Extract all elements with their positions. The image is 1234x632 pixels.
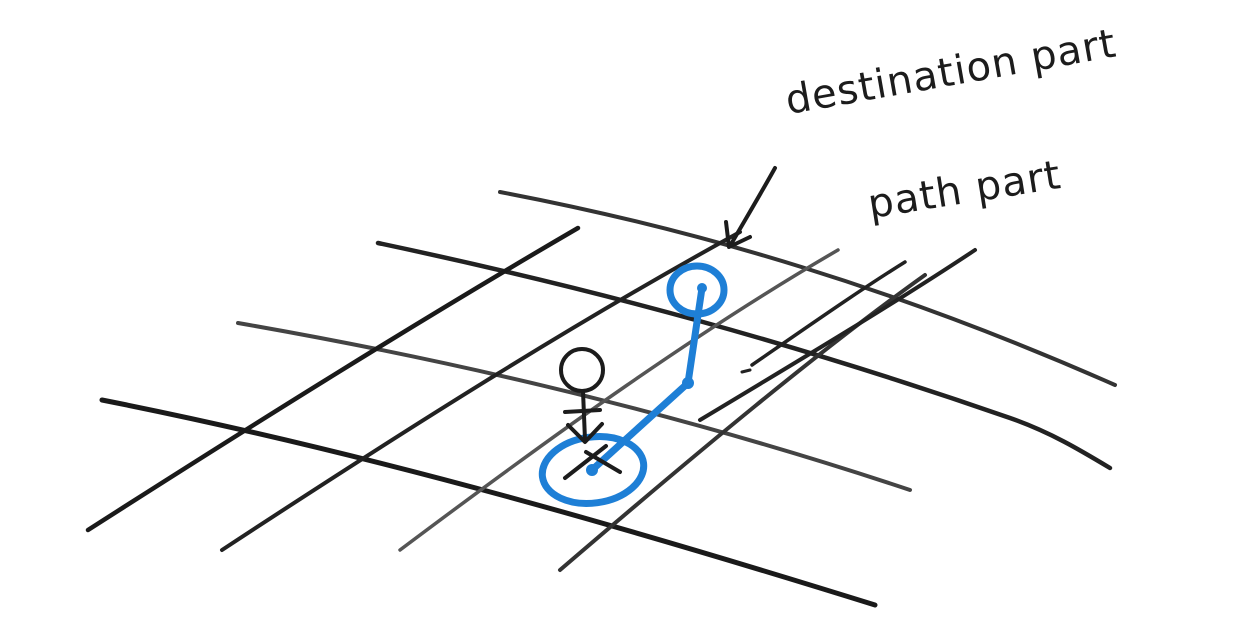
stick-figure-icon <box>559 347 605 444</box>
grid-col-2 <box>220 230 742 552</box>
grid-row-1 <box>498 190 1117 387</box>
destination-circle <box>666 262 728 318</box>
grid-columns <box>85 225 977 572</box>
grid-col-3 <box>398 248 840 552</box>
figure-arms <box>563 408 602 414</box>
path-start-dot <box>586 464 598 476</box>
x-mark-stroke-2 <box>584 450 622 474</box>
callout-arrow-head <box>724 220 752 249</box>
path-node <box>682 377 694 389</box>
grid-col-1 <box>85 225 581 533</box>
grid-col-5 <box>750 260 907 367</box>
callout-arrow <box>724 166 777 249</box>
grid-rows <box>99 190 1117 608</box>
callout-arrow-shaft <box>728 166 777 248</box>
x-mark-icon <box>563 444 622 480</box>
grid-col-tick <box>740 368 752 374</box>
x-mark-stroke-1 <box>563 444 608 480</box>
grid-row-3 <box>236 321 912 492</box>
figure-head <box>559 347 605 393</box>
grid-col-6 <box>698 248 977 422</box>
grid-col-4 <box>558 273 927 572</box>
figure-body <box>581 389 587 442</box>
grid-row-4 <box>99 397 878 608</box>
path-end-dot <box>697 283 707 293</box>
figure-arrow <box>566 422 604 444</box>
grid-row-2 <box>375 240 1113 471</box>
